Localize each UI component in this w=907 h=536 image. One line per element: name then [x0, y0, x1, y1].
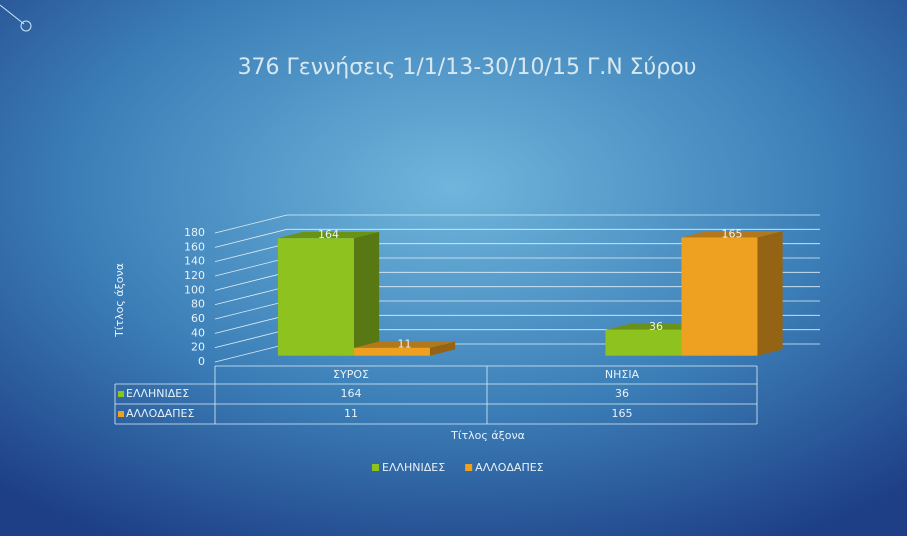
- data-label: 36: [649, 320, 663, 333]
- y-tick-label: 180: [184, 226, 205, 239]
- grid-line: [214, 228, 820, 248]
- legend-label: ΑΛΛΟΔΑΠΕΣ: [475, 461, 544, 474]
- y-tick-label: 80: [191, 298, 205, 311]
- legend-swatch: [372, 464, 379, 471]
- table-row-label: ΑΛΛΟΔΑΠΕΣ: [126, 407, 195, 420]
- table-cell: 11: [344, 407, 358, 420]
- decoration: [20, 20, 32, 32]
- table-swatch: [118, 391, 124, 397]
- bar-top: [681, 231, 783, 238]
- legend-label: ΕΛΛΗΝΙΔΕΣ: [382, 461, 445, 474]
- decoration: [0, 4, 25, 25]
- bar-top: [353, 341, 456, 348]
- y-tick-label: 0: [198, 355, 205, 368]
- grid-line: [214, 214, 820, 234]
- bar: [605, 329, 682, 356]
- y-axis-title: Τίτλος άξονα: [113, 263, 126, 338]
- y-tick-label: 100: [184, 283, 205, 296]
- y-tick-label: 120: [184, 269, 205, 282]
- x-tick-label: ΝΗΣΙΑ: [605, 368, 640, 381]
- y-tick-label: 140: [184, 255, 205, 268]
- chart-title: 376 Γεννήσεις 1/1/13-30/10/15 Γ.Ν Σύρου: [238, 55, 697, 80]
- bar: [681, 237, 758, 356]
- table-cell: 165: [612, 407, 633, 420]
- y-tick-label: 20: [191, 341, 205, 354]
- x-tick-label: ΣΥΡΟΣ: [333, 368, 369, 381]
- legend-swatch: [465, 464, 473, 471]
- bar: [277, 238, 354, 356]
- bar-top: [277, 231, 380, 239]
- table-swatch: [118, 411, 124, 417]
- data-label: 164: [318, 228, 339, 241]
- y-tick-label: 60: [191, 312, 205, 325]
- y-tick-label: 40: [191, 326, 205, 339]
- data-label: 11: [398, 338, 412, 351]
- table-row-label: ΕΛΛΗΝΙΔΕΣ: [126, 387, 189, 400]
- bar-top: [605, 323, 707, 330]
- x-axis-title: Τίτλος άξονα: [450, 429, 525, 442]
- data-label: 165: [722, 227, 743, 240]
- table-cell: 36: [615, 387, 629, 400]
- bar-side: [353, 231, 380, 356]
- y-tick-label: 160: [184, 240, 205, 253]
- table-cell: 164: [341, 387, 362, 400]
- bar-side: [757, 231, 783, 356]
- bar: [353, 347, 430, 356]
- bar-side: [429, 341, 456, 356]
